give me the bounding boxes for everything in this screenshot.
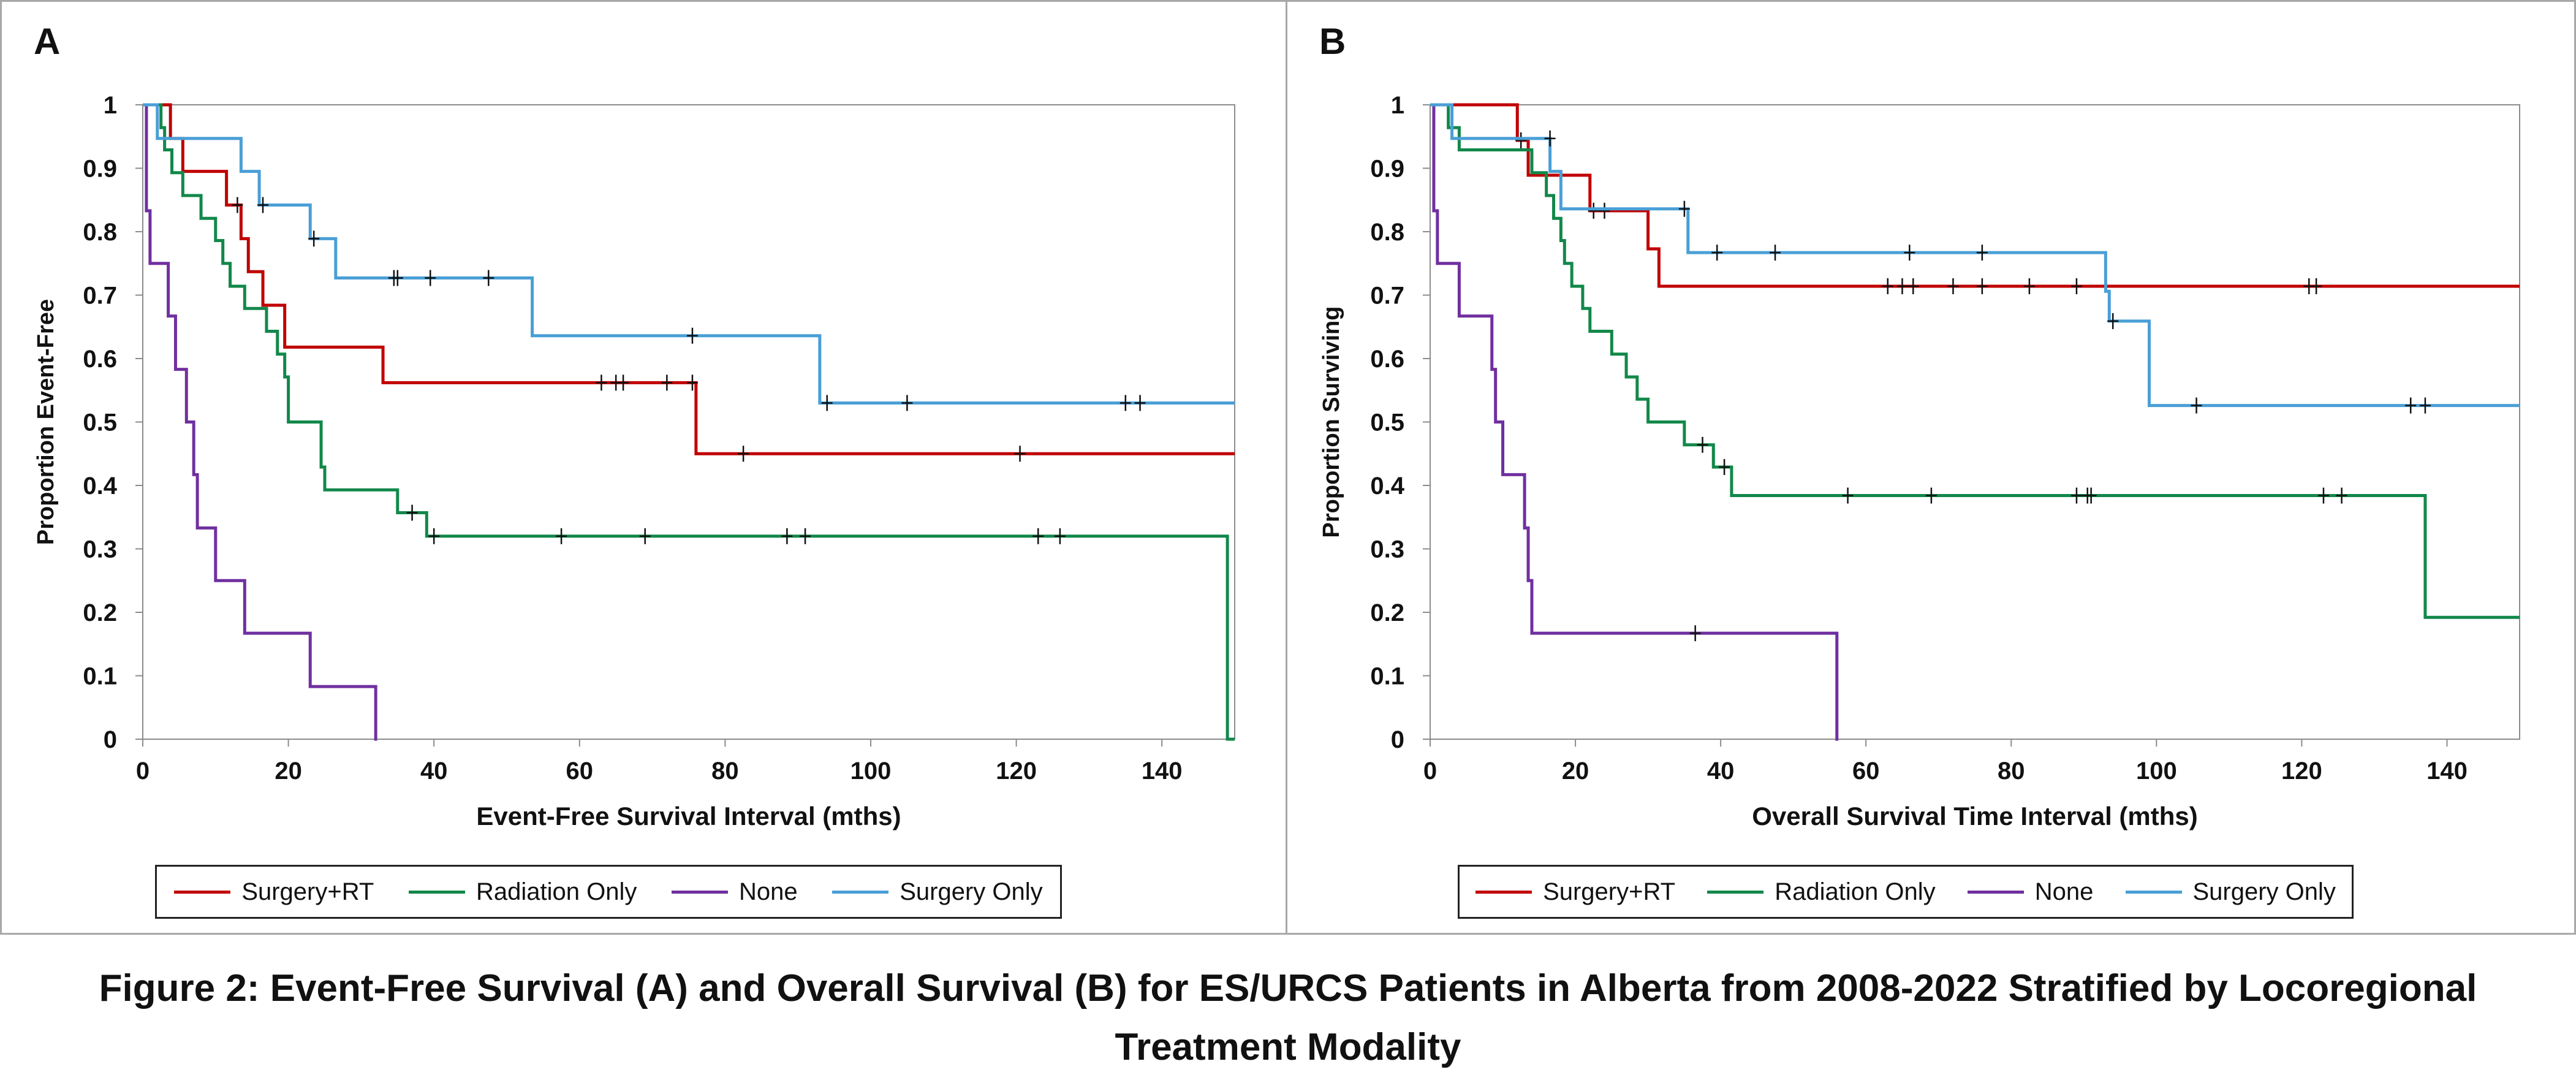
- x-tick-label: 20: [1562, 758, 1589, 785]
- plot-area-border: [1430, 104, 2520, 740]
- x-tick-label: 120: [996, 758, 1037, 785]
- legend-swatch-none: [671, 890, 728, 894]
- legend-item-none: None: [1967, 878, 2094, 906]
- figure-caption-line-2: Treatment Modality: [1115, 1026, 1461, 1068]
- x-tick-label: 80: [711, 758, 739, 785]
- y-tick-label: 0: [1391, 726, 1404, 753]
- panel-b: 0 0.1 0.2 0.3 0.4 0.5 0.6 0.7 0.8 0.9 1 0 20 40 60 80 10…: [1286, 0, 2576, 935]
- panel-b-chart: 0 0.1 0.2 0.3 0.4 0.5 0.6 0.7 0.8 0.9 1 0 20 40 60 80 10…: [1319, 92, 2520, 831]
- legend-label-radiation-only: Radiation Only: [475, 878, 637, 905]
- x-tick-label: 120: [2281, 758, 2322, 785]
- legend-label-surgery-only: Surgery Only: [2192, 878, 2336, 905]
- panel-a-letter: A: [34, 21, 61, 62]
- series-line-surgery-rt: [143, 103, 1235, 455]
- y-tick-label: 0.9: [1370, 156, 1404, 183]
- x-axis-label: Overall Survival Time Interval (mths): [1752, 802, 2198, 831]
- series-line-none: [143, 103, 377, 741]
- legend-item-radiation-only: Radiation Only: [1707, 878, 1936, 906]
- legend-swatch-radiation-only: [408, 890, 465, 894]
- series-line-radiation-only: [143, 103, 1235, 741]
- legend-swatch-surgery-only: [832, 890, 889, 894]
- y-tick-label: 0.8: [83, 219, 117, 246]
- series-line-surgery-only: [143, 103, 1235, 405]
- series-line-radiation-only: [1430, 103, 2520, 619]
- x-tick-label: 60: [1852, 758, 1880, 785]
- y-tick-label: 0.7: [1370, 283, 1404, 310]
- legend-label-surgery-rt: Surgery+RT: [1543, 878, 1676, 905]
- legend-swatch-surgery-rt: [1476, 890, 1532, 894]
- legend-item-surgery-rt: Surgery+RT: [174, 878, 374, 906]
- x-axis-label: Event-Free Survival Interval (mths): [476, 802, 901, 831]
- legend-label-none: None: [2034, 878, 2094, 905]
- y-tick-label: 0.3: [1370, 536, 1404, 563]
- panel-b-letter: B: [1319, 21, 1346, 62]
- legend-swatch-radiation-only: [1707, 890, 1764, 894]
- y-axis-label: Proportion Event-Free: [33, 299, 59, 545]
- y-tick-label: 0.6: [83, 346, 117, 373]
- legend-label-surgery-rt: Surgery+RT: [241, 878, 374, 905]
- panel-b-legend: Surgery+RT Radiation Only None Surgery O…: [1458, 865, 2354, 919]
- y-tick-label: 0.6: [1370, 346, 1404, 373]
- legend-item-surgery-rt: Surgery+RT: [1476, 878, 1675, 906]
- y-tick-label: 1: [1391, 92, 1404, 119]
- y-tick-label: 0.2: [83, 599, 117, 626]
- panel-a: 0 0.1 0.2 0.3 0.4 0.5 0.6 0.7 0.8 0.9 1 0 20 40 60 80 10…: [0, 0, 1289, 935]
- x-tick-label: 140: [1142, 758, 1183, 785]
- legend-item-surgery-only: Surgery Only: [832, 878, 1043, 906]
- panel-a-legend: Surgery+RT Radiation Only None Surgery O…: [155, 865, 1062, 919]
- series-line-surgery-rt: [1430, 103, 2520, 288]
- x-tick-label: 80: [1998, 758, 2025, 785]
- legend-swatch-surgery-rt: [174, 890, 231, 894]
- x-tick-label: 0: [1423, 758, 1437, 785]
- figure-caption: Figure 2: Event-Free Survival (A) and Ov…: [0, 959, 2576, 1077]
- x-tick-label: 100: [850, 758, 892, 785]
- y-tick-label: 0.1: [83, 663, 117, 690]
- figure-caption-line-1: Figure 2: Event-Free Survival (A) and Ov…: [99, 967, 2477, 1009]
- legend-label-radiation-only: Radiation Only: [1775, 878, 1936, 905]
- legend-item-none: None: [671, 878, 798, 906]
- legend-label-none: None: [738, 878, 798, 905]
- y-tick-label: 0.8: [1370, 219, 1404, 246]
- legend-item-surgery-only: Surgery Only: [2125, 878, 2336, 906]
- x-tick-label: 0: [136, 758, 150, 785]
- panel-a-chart: 0 0.1 0.2 0.3 0.4 0.5 0.6 0.7 0.8 0.9 1 0 20 40 60 80 10…: [33, 92, 1235, 831]
- y-tick-label: 1: [104, 92, 117, 119]
- y-tick-label: 0.5: [83, 409, 117, 436]
- legend-swatch-none: [1967, 890, 2024, 894]
- y-axis-label: Proportion Surviving: [1319, 306, 1344, 538]
- y-tick-label: 0.7: [83, 283, 117, 310]
- x-tick-label: 20: [275, 758, 302, 785]
- y-tick-label: 0.3: [83, 536, 117, 563]
- x-tick-label: 40: [420, 758, 448, 785]
- legend-item-radiation-only: Radiation Only: [408, 878, 637, 906]
- y-tick-label: 0.1: [1370, 663, 1404, 690]
- y-tick-label: 0.9: [83, 156, 117, 183]
- x-tick-label: 100: [2136, 758, 2177, 785]
- x-tick-label: 60: [566, 758, 594, 785]
- series-line-surgery-only: [1430, 103, 2520, 408]
- y-tick-label: 0.2: [1370, 599, 1404, 626]
- y-tick-label: 0.4: [83, 473, 117, 500]
- x-tick-label: 40: [1707, 758, 1735, 785]
- x-tick-label: 140: [2426, 758, 2468, 785]
- series-line-none: [1430, 103, 1839, 741]
- legend-swatch-surgery-only: [2125, 890, 2182, 894]
- legend-label-surgery-only: Surgery Only: [900, 878, 1043, 905]
- y-tick-label: 0.4: [1370, 473, 1404, 500]
- y-tick-label: 0: [104, 726, 117, 753]
- y-tick-label: 0.5: [1370, 409, 1404, 436]
